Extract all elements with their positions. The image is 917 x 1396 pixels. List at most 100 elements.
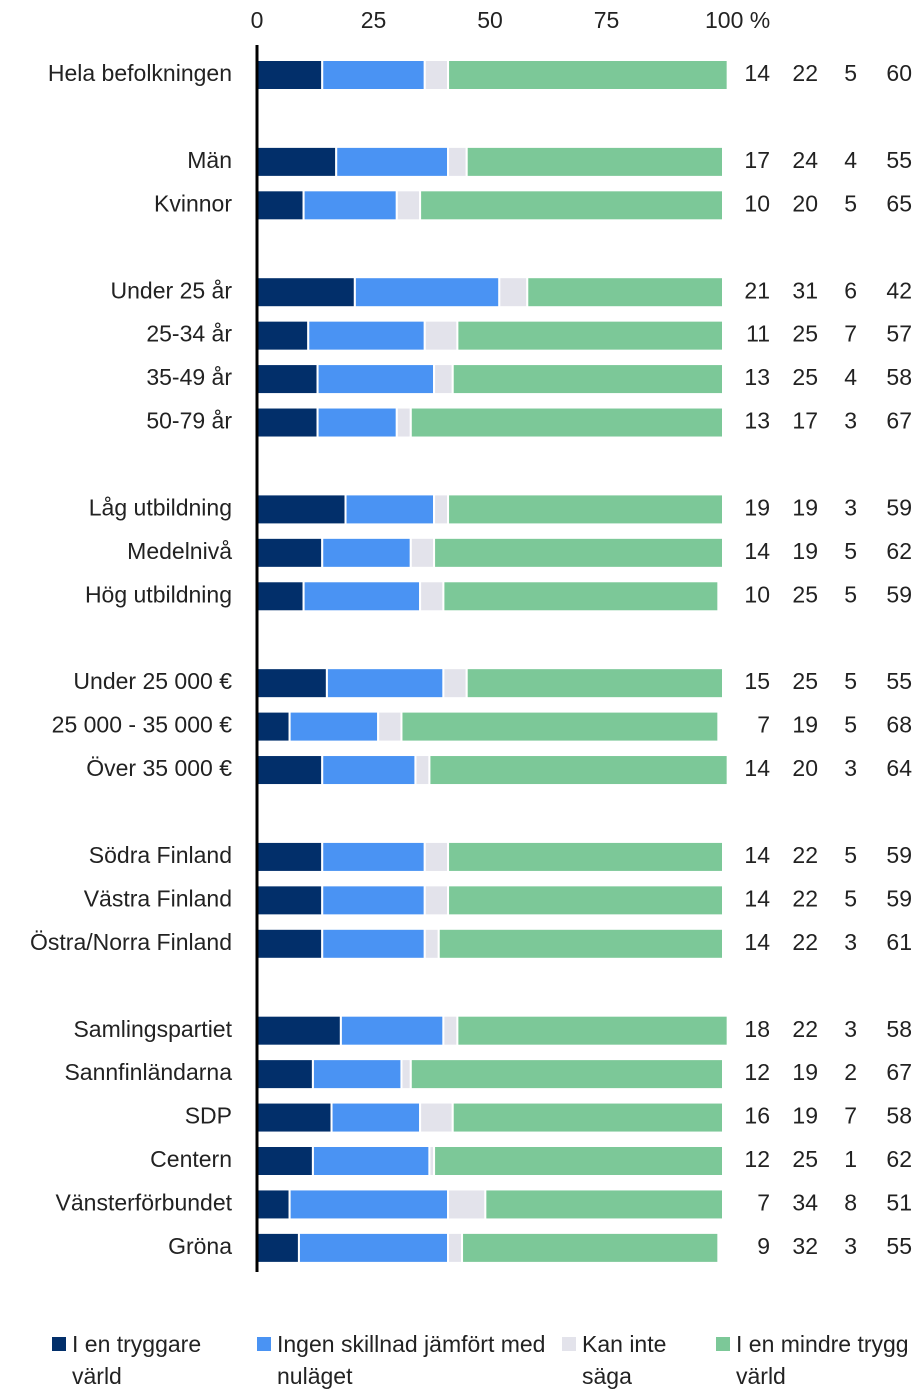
value-label: 9 <box>757 1233 770 1259</box>
x-tick-label: 50 <box>477 7 503 33</box>
value-label: 67 <box>886 1059 912 1085</box>
value-label: 7 <box>844 321 857 347</box>
value-label: 58 <box>886 364 912 390</box>
value-label: 60 <box>886 60 912 86</box>
legend-label: I en tryggare värld <box>72 1331 202 1389</box>
y-tick-label: Västra Finland <box>84 885 232 911</box>
value-label: 5 <box>844 712 857 738</box>
y-tick-label: Under 25 000 € <box>73 668 232 694</box>
value-label: 17 <box>792 408 818 434</box>
bar-segment <box>447 493 724 526</box>
value-label: 14 <box>744 755 770 781</box>
bar-segment <box>447 145 468 178</box>
bar-segment <box>447 59 729 91</box>
bar-segment <box>400 710 720 743</box>
bar-segment <box>498 276 529 309</box>
bar-segment <box>456 1014 729 1047</box>
legend-label: I en mindre trygg värld <box>736 1331 909 1389</box>
bar-segment <box>321 754 417 787</box>
bar-segment <box>256 1014 342 1047</box>
value-label: 25 <box>792 321 818 347</box>
bar-segment <box>437 927 724 960</box>
bar-segment <box>256 840 324 873</box>
value-label: 19 <box>792 712 818 738</box>
legend-label: Ingen skillnad jämfört med nuläget <box>277 1331 546 1389</box>
bar-segment <box>256 189 305 222</box>
y-tick-label: 25-34 år <box>146 321 232 347</box>
y-tick-label: Kvinnor <box>154 190 232 216</box>
y-tick-label: 25 000 - 35 000 € <box>52 712 233 738</box>
value-label: 12 <box>744 1059 770 1085</box>
value-label: 57 <box>886 321 912 347</box>
value-label: 62 <box>886 538 912 564</box>
value-label: 11 <box>746 321 770 347</box>
bar-segment <box>256 1101 333 1134</box>
value-label: 3 <box>844 755 857 781</box>
value-label: 19 <box>792 1059 818 1085</box>
bar-segment <box>321 840 426 873</box>
bar-segment <box>256 754 324 787</box>
bar-segment <box>526 276 725 309</box>
value-label: 19 <box>792 1103 818 1129</box>
value-label: 16 <box>744 1103 770 1129</box>
value-label: 5 <box>844 668 857 694</box>
bar-segment <box>433 1145 724 1177</box>
legend: I en tryggare värld Ingen skillnad jämför… <box>0 1328 917 1396</box>
value-label: 20 <box>792 190 818 216</box>
y-tick-label: Hela befolkningen <box>48 60 232 86</box>
bar-segment <box>423 927 440 960</box>
bar-segment <box>395 406 412 439</box>
bar-segment <box>302 580 422 613</box>
bar-segment <box>419 1101 454 1134</box>
value-label: 3 <box>844 1233 857 1259</box>
value-label: 55 <box>886 668 912 694</box>
y-tick-label: Östra/Norra Finland <box>30 929 232 955</box>
y-tick-label: Hög utbildning <box>85 581 232 607</box>
y-tick-label: Gröna <box>168 1233 232 1259</box>
legend-swatch <box>562 1337 576 1351</box>
bar-segment <box>339 1014 445 1047</box>
y-tick-label: Vänsterförbundet <box>56 1190 233 1216</box>
y-tick-label: Södra Finland <box>89 842 232 868</box>
value-label: 1 <box>844 1146 857 1172</box>
bar-segment <box>297 1231 450 1264</box>
bar-segment <box>288 710 380 743</box>
bar-segment <box>316 363 436 396</box>
bar-segment <box>256 884 324 917</box>
value-label: 7 <box>844 1103 857 1129</box>
value-label: 13 <box>744 364 770 390</box>
bar-segment <box>451 363 724 396</box>
value-label: 14 <box>744 929 770 955</box>
value-label: 61 <box>886 929 912 955</box>
value-label: 25 <box>792 581 818 607</box>
value-label: 5 <box>844 190 857 216</box>
legend-label: Kan inte säga <box>582 1331 667 1389</box>
y-tick-label: Samlingspartiet <box>73 1016 232 1042</box>
value-label: 32 <box>792 1233 818 1259</box>
bar-segment <box>321 884 426 917</box>
bar-segment <box>302 189 398 222</box>
value-label: 25 <box>792 364 818 390</box>
bar-segment <box>414 754 431 787</box>
bar-segment <box>395 189 422 222</box>
value-label: 65 <box>886 190 912 216</box>
bar-segment <box>321 536 412 569</box>
y-tick-label: Medelnivå <box>127 538 232 564</box>
bar-segment <box>311 1058 403 1091</box>
value-label: 5 <box>844 885 857 911</box>
value-label: 3 <box>844 408 857 434</box>
bar-segment <box>288 1188 450 1221</box>
bar-segment <box>409 406 724 439</box>
value-label: 22 <box>792 60 818 86</box>
value-label: 51 <box>886 1190 912 1216</box>
value-label: 42 <box>886 277 912 303</box>
value-label: 5 <box>844 538 857 564</box>
bar-segment <box>316 406 398 439</box>
value-label: 34 <box>792 1190 818 1216</box>
bar-segment <box>456 319 724 352</box>
bar-segment <box>409 1058 724 1091</box>
value-label: 64 <box>886 755 912 781</box>
value-label: 3 <box>844 1016 857 1042</box>
y-tick-label: Centern <box>150 1146 232 1172</box>
bar-segment <box>256 1145 314 1177</box>
